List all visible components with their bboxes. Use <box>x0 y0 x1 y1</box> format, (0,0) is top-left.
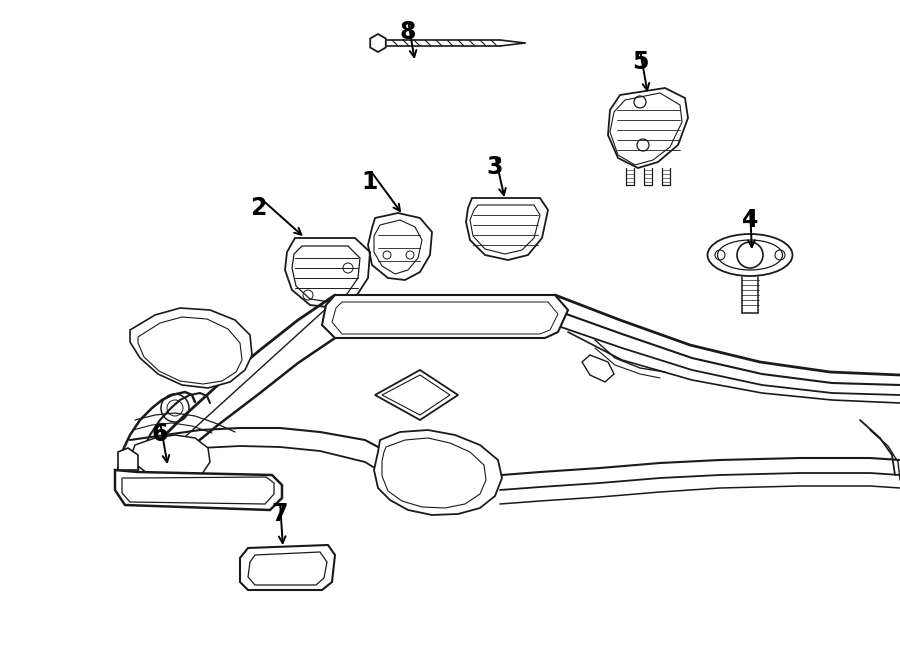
Polygon shape <box>582 355 614 382</box>
Polygon shape <box>322 295 568 338</box>
Polygon shape <box>115 470 282 510</box>
Text: 1: 1 <box>362 170 378 194</box>
Text: 4: 4 <box>742 208 758 232</box>
Text: 3: 3 <box>487 155 503 179</box>
Polygon shape <box>375 370 458 420</box>
Polygon shape <box>130 308 252 388</box>
Polygon shape <box>240 545 335 590</box>
Polygon shape <box>132 435 210 482</box>
Polygon shape <box>374 430 502 515</box>
Text: 2: 2 <box>250 196 266 220</box>
Polygon shape <box>118 448 138 470</box>
Text: 5: 5 <box>632 50 648 74</box>
Text: 8: 8 <box>400 20 416 44</box>
Text: 7: 7 <box>272 502 288 526</box>
Text: 6: 6 <box>152 422 168 446</box>
